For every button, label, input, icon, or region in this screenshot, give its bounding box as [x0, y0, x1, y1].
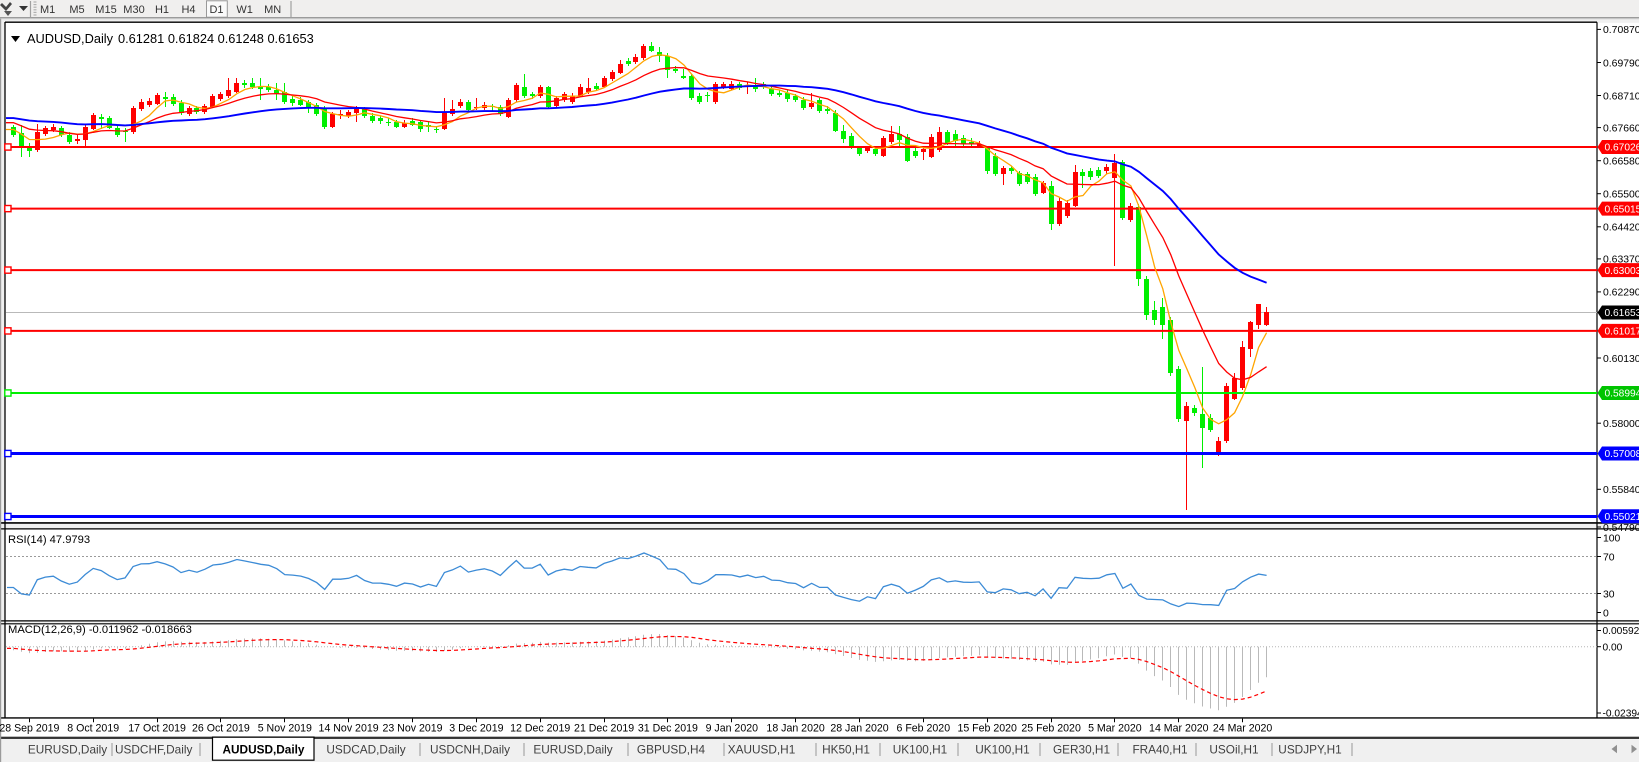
svg-text:EURUSD,Daily: EURUSD,Daily	[28, 743, 107, 757]
svg-text:100: 100	[1603, 533, 1621, 544]
svg-text:14 Mar 2020: 14 Mar 2020	[1149, 723, 1209, 735]
svg-text:0.61653: 0.61653	[1605, 308, 1639, 319]
svg-text:0.70870: 0.70870	[1603, 25, 1639, 36]
svg-text:USOil,H1: USOil,H1	[1209, 743, 1258, 757]
svg-text:USDCNH,Daily: USDCNH,Daily	[430, 743, 510, 757]
svg-text:25 Feb 2020: 25 Feb 2020	[1021, 723, 1081, 735]
svg-text:W1: W1	[236, 4, 253, 16]
svg-text:H1: H1	[155, 4, 169, 16]
svg-text:3 Dec 2019: 3 Dec 2019	[449, 723, 503, 735]
svg-text:EURUSD,Daily: EURUSD,Daily	[533, 743, 612, 757]
svg-text:0.005923: 0.005923	[1603, 626, 1639, 637]
svg-text:USDJPY,H1: USDJPY,H1	[1278, 743, 1341, 757]
svg-text:0.55021: 0.55021	[1605, 512, 1639, 523]
svg-text:-0.02394: -0.02394	[1603, 709, 1639, 720]
svg-text:26 Oct 2019: 26 Oct 2019	[192, 723, 250, 735]
svg-text:USDCHF,Daily: USDCHF,Daily	[115, 743, 192, 757]
svg-text:HK50,H1: HK50,H1	[822, 743, 870, 757]
svg-text:0.60130: 0.60130	[1603, 354, 1639, 365]
svg-text:24 Mar 2020: 24 Mar 2020	[1213, 723, 1273, 735]
svg-text:0.57008: 0.57008	[1605, 449, 1639, 460]
svg-text:0.55840: 0.55840	[1603, 485, 1639, 496]
svg-text:0.68710: 0.68710	[1603, 91, 1639, 102]
svg-text:AUDUSD,Daily: AUDUSD,Daily	[27, 31, 114, 46]
svg-text:18 Jan 2020: 18 Jan 2020	[766, 723, 824, 735]
svg-text:D1: D1	[209, 4, 223, 16]
svg-text:6 Feb 2020: 6 Feb 2020	[896, 723, 950, 735]
svg-text:UK100,H1: UK100,H1	[975, 743, 1029, 757]
svg-text:70: 70	[1603, 552, 1615, 563]
svg-text:0.69790: 0.69790	[1603, 58, 1639, 69]
svg-text:MN: MN	[264, 4, 281, 16]
svg-text:M1: M1	[40, 4, 55, 16]
svg-text:M5: M5	[69, 4, 84, 16]
svg-text:9 Jan 2020: 9 Jan 2020	[706, 723, 759, 735]
svg-text:H4: H4	[181, 4, 195, 16]
svg-text:30: 30	[1603, 589, 1615, 600]
svg-text:RSI(14) 47.9793: RSI(14) 47.9793	[8, 534, 90, 546]
svg-text:5 Mar 2020: 5 Mar 2020	[1088, 723, 1142, 735]
svg-text:0.54790: 0.54790	[1603, 523, 1639, 534]
svg-text:M15: M15	[95, 4, 116, 16]
svg-text:0.61281 0.61824 0.61248 0.6165: 0.61281 0.61824 0.61248 0.61653	[118, 31, 314, 46]
svg-text:0.67660: 0.67660	[1603, 123, 1639, 134]
svg-text:0.64420: 0.64420	[1603, 223, 1639, 234]
svg-text:XAUUSD,H1: XAUUSD,H1	[728, 743, 796, 757]
svg-text:8 Oct 2019: 8 Oct 2019	[67, 723, 119, 735]
svg-text:0.61017: 0.61017	[1605, 327, 1639, 338]
svg-text:USDCAD,Daily: USDCAD,Daily	[326, 743, 405, 757]
svg-text:0.63370: 0.63370	[1603, 255, 1639, 266]
svg-text:0.62290: 0.62290	[1603, 288, 1639, 299]
svg-text:FRA40,H1: FRA40,H1	[1132, 743, 1187, 757]
svg-text:0.00: 0.00	[1603, 642, 1623, 653]
svg-text:5 Nov 2019: 5 Nov 2019	[258, 723, 312, 735]
svg-text:12 Dec 2019: 12 Dec 2019	[510, 723, 570, 735]
svg-text:MACD(12,26,9) -0.011962 -0.018: MACD(12,26,9) -0.011962 -0.018663	[8, 624, 192, 636]
svg-text:31 Dec 2019: 31 Dec 2019	[638, 723, 698, 735]
svg-text:AUDUSD,Daily: AUDUSD,Daily	[223, 743, 305, 757]
svg-text:17 Oct 2019: 17 Oct 2019	[128, 723, 186, 735]
svg-text:0: 0	[1603, 608, 1609, 619]
svg-text:M30: M30	[123, 4, 144, 16]
svg-text:0.66580: 0.66580	[1603, 157, 1639, 168]
svg-text:28 Sep 2019: 28 Sep 2019	[0, 723, 60, 735]
svg-text:14 Nov 2019: 14 Nov 2019	[319, 723, 379, 735]
svg-text:0.58000: 0.58000	[1603, 419, 1639, 430]
svg-text:UK100,H1: UK100,H1	[893, 743, 947, 757]
svg-text:21 Dec 2019: 21 Dec 2019	[574, 723, 634, 735]
svg-text:28 Jan 2020: 28 Jan 2020	[830, 723, 888, 735]
svg-text:0.65015: 0.65015	[1605, 204, 1639, 215]
svg-text:23 Nov 2019: 23 Nov 2019	[382, 723, 442, 735]
svg-text:0.63003: 0.63003	[1605, 266, 1639, 277]
svg-text:GER30,H1: GER30,H1	[1053, 743, 1110, 757]
svg-text:0.65500: 0.65500	[1603, 190, 1639, 201]
svg-text:15 Feb 2020: 15 Feb 2020	[957, 723, 1017, 735]
svg-text:0.67026: 0.67026	[1605, 143, 1639, 154]
svg-text:0.58994: 0.58994	[1605, 389, 1639, 400]
svg-text:GBPUSD,H4: GBPUSD,H4	[637, 743, 706, 757]
